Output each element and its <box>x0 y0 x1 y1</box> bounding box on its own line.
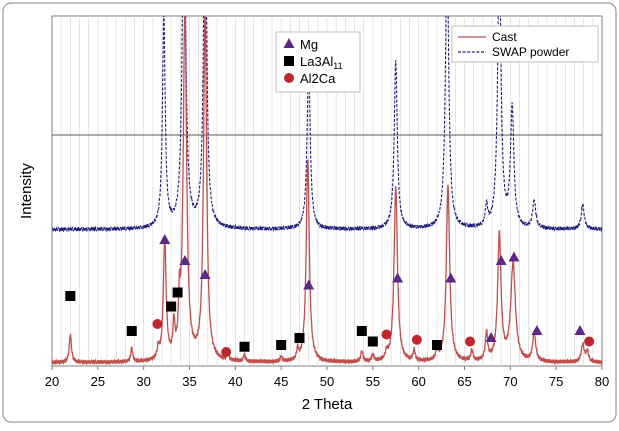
x-tick-label: 65 <box>457 374 471 389</box>
marker-mg <box>574 325 586 335</box>
marker-la3al <box>172 287 183 298</box>
marker-la3al <box>239 341 250 352</box>
marker-mg <box>392 272 404 283</box>
marker-al2ca <box>152 319 163 329</box>
x-tick-label: 60 <box>411 374 425 389</box>
marker-mg <box>159 234 171 244</box>
marker-la3al <box>166 301 177 312</box>
marker-al2ca <box>411 334 422 345</box>
phase-markers <box>65 234 595 357</box>
x-tick-label: 45 <box>274 374 288 389</box>
legend-marker-la3al <box>284 56 294 66</box>
x-tick-label: 25 <box>91 374 105 389</box>
marker-mg <box>495 255 507 265</box>
legend-label-al2ca: Al2Ca <box>300 71 336 86</box>
legend-marker-mg <box>283 38 295 48</box>
legend-marker-al2ca <box>284 73 294 83</box>
marker-al2ca <box>465 336 475 347</box>
x-tick-label: 50 <box>320 374 334 389</box>
legend-series-box <box>451 25 599 63</box>
series-line-cast <box>52 16 602 366</box>
marker-la3al <box>276 340 287 350</box>
x-axis-label: 2 Theta <box>302 396 353 413</box>
series-group <box>52 16 602 366</box>
x-tick-label: 70 <box>503 374 517 389</box>
marker-mg <box>445 272 457 283</box>
marker-mg <box>508 251 520 262</box>
marker-la3al <box>356 326 367 336</box>
marker-la3al <box>65 291 76 301</box>
legend-series-label: Cast <box>492 30 517 44</box>
marker-mg <box>199 269 211 279</box>
marker-mg <box>303 279 315 290</box>
legend-label-la3al: La3Al11 <box>300 54 343 71</box>
marker-la3al <box>126 326 137 336</box>
y-axis-label: Intensity <box>18 163 35 219</box>
x-tick-label: 40 <box>228 374 242 389</box>
x-tick-label: 75 <box>549 374 563 389</box>
marker-mg <box>485 332 497 342</box>
legend-series-label: SWAP powder <box>492 45 569 59</box>
marker-mg <box>531 325 543 335</box>
legend-label-mg: Mg <box>300 37 318 52</box>
marker-la3al <box>367 336 378 347</box>
marker-la3al <box>294 333 305 343</box>
x-tick-label: 20 <box>45 374 59 389</box>
x-tick-label: 35 <box>182 374 196 389</box>
marker-mg <box>179 255 191 265</box>
marker-la3al <box>432 340 442 350</box>
x-tick-label: 30 <box>136 374 150 389</box>
series-line-swap-powder <box>52 16 602 233</box>
grid-lines <box>60 16 594 366</box>
x-tick-label: 80 <box>595 374 609 389</box>
x-tick-label: 55 <box>366 374 380 389</box>
marker-al2ca <box>381 329 392 340</box>
marker-al2ca <box>584 336 595 347</box>
x-axis: 20 25 30 35 40 45 50 55 60 65 70 75 80 <box>45 366 609 389</box>
marker-al2ca <box>221 347 232 357</box>
